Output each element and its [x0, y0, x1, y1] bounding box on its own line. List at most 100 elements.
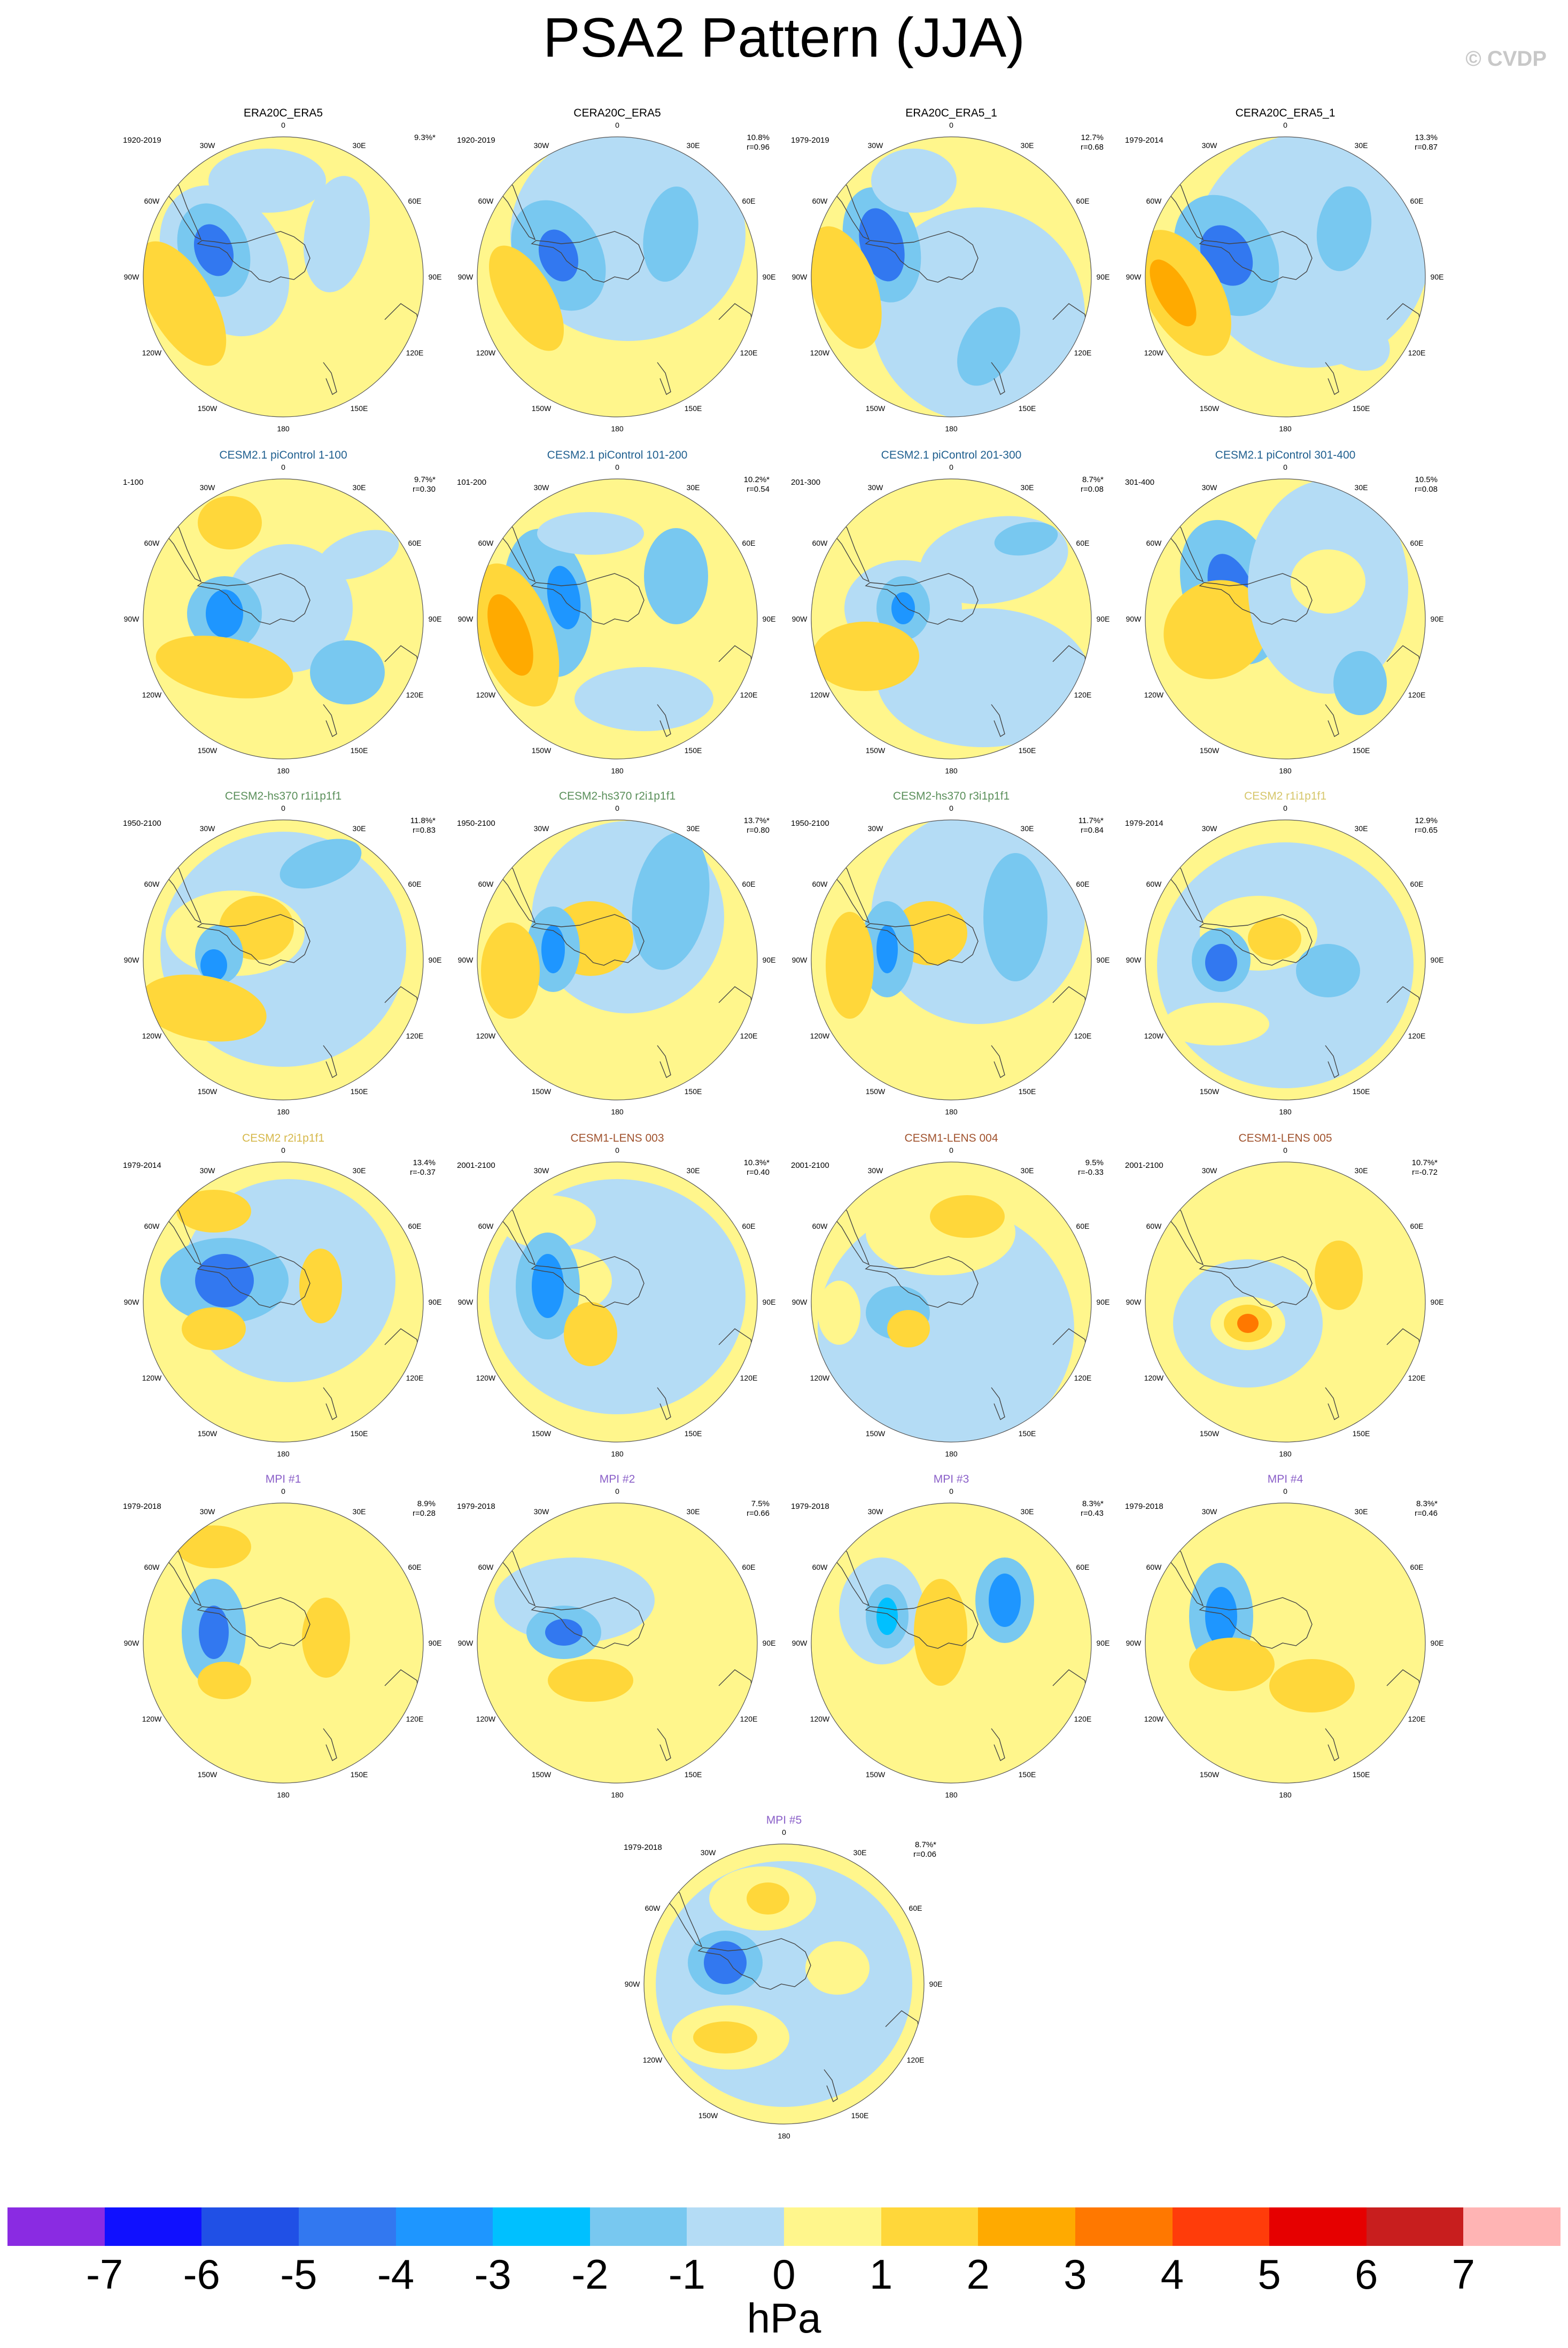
- longitude-label: 30W: [868, 483, 884, 492]
- panel-variance: 10.3%*: [743, 1158, 770, 1167]
- new-zealand-coastline: [991, 1045, 1005, 1079]
- map-boundary: [143, 1161, 424, 1443]
- anomaly-contour: [811, 226, 882, 349]
- colorbar-labels: -7 -6 -5 -4 -3 -2 -1 0 1 2 3 4 5 6 7: [0, 2250, 1568, 2304]
- longitude-label: 30E: [353, 483, 366, 492]
- longitude-label: 60E: [742, 880, 756, 888]
- map-boundary: [477, 819, 758, 1101]
- panel-title: CESM2.1 piControl 301-400: [1215, 449, 1356, 461]
- longitude-label: 60W: [1146, 1563, 1162, 1571]
- anomaly-contour: [489, 245, 564, 351]
- longitude-label: 30W: [534, 483, 550, 492]
- anomaly-contour: [983, 853, 1047, 981]
- longitude-label: 90W: [124, 1298, 140, 1306]
- anomaly-contour: [1316, 186, 1372, 272]
- south-america-coastline: [1162, 1195, 1204, 1266]
- map-panel: CESM2-hs370 r3i1p1f1 1950-2100 11.7%* r=0.8…: [791, 790, 1109, 1132]
- longitude-label: 120E: [740, 691, 758, 699]
- longitude-label: 90W: [458, 956, 474, 964]
- anomaly-contour: [871, 207, 1085, 417]
- longitude-label: 150E: [1353, 1429, 1370, 1438]
- panel-stats: 10.7%* r=-0.72: [1412, 1158, 1438, 1177]
- panel-stats: 12.9% r=0.65: [1415, 816, 1438, 835]
- anomaly-contour: [891, 592, 915, 624]
- longitude-label: 0: [949, 1146, 953, 1154]
- colorbar-tick-label: -2: [571, 2251, 609, 2298]
- longitude-label: 30W: [200, 1166, 216, 1175]
- longitude-label: 150W: [532, 1087, 552, 1096]
- longitude-label: 90E: [763, 956, 776, 964]
- longitude-label: 150E: [685, 404, 702, 413]
- longitude-label: 150E: [1019, 1770, 1036, 1779]
- panel-correlation: r=0.96: [747, 143, 770, 152]
- longitude-label: 60W: [144, 880, 160, 888]
- longitude-label: 0: [281, 1146, 285, 1154]
- panel-title: ERA20C_ERA5: [243, 107, 323, 119]
- longitude-label: 150W: [698, 2111, 718, 2120]
- anomaly-contour: [1315, 1241, 1363, 1310]
- map-boundary: [811, 1502, 1092, 1784]
- colorbar-tick-label: -5: [280, 2251, 317, 2298]
- panel-period: 1920-2019: [123, 136, 161, 145]
- panel-title: CESM2 r1i1p1f1: [1244, 790, 1327, 802]
- longitude-label: 150E: [851, 2111, 869, 2120]
- longitude-label: 120E: [740, 348, 758, 357]
- antarctica-coastline: [531, 231, 645, 283]
- map-panel: CERA20C_ERA5_1 1979-2014 13.3% r=0.87 0 30E 60…: [1125, 107, 1443, 449]
- south-america-coastline: [494, 512, 536, 583]
- longitude-label: 0: [615, 804, 619, 812]
- longitude-label: 60W: [812, 539, 828, 547]
- antarctica-coastline: [697, 1938, 811, 1990]
- panel-title: MPI #3: [933, 1473, 969, 1485]
- colorbar-swatch: [1075, 2207, 1173, 2246]
- panel-stats: 10.3%* r=0.40: [744, 1158, 770, 1177]
- map-panel: CESM2.1 piControl 1-100 1-100 9.7%* r=0.30 0…: [123, 449, 441, 791]
- antarctica-coastline: [531, 573, 645, 625]
- panel-period: 1979-2019: [791, 136, 829, 145]
- longitude-label: 90W: [124, 1639, 140, 1647]
- longitude-label: 150W: [866, 746, 886, 755]
- panel-correlation: r=0.87: [1415, 143, 1438, 152]
- anomaly-contour: [1291, 549, 1365, 614]
- longitude-label: 150E: [1019, 404, 1036, 413]
- panel-title: CESM2 r2i1p1f1: [242, 1132, 325, 1144]
- panel-period: 1979-2014: [1125, 136, 1163, 145]
- longitude-label: 60W: [812, 1222, 828, 1230]
- anomaly-contour: [704, 1941, 747, 1984]
- longitude-label: 30E: [353, 1507, 366, 1516]
- anomaly-contour: [545, 1619, 583, 1646]
- longitude-label: 150E: [1019, 1429, 1036, 1438]
- longitude-label: 180: [1279, 424, 1292, 433]
- longitude-label: 30E: [1021, 483, 1034, 492]
- panel-stats: 13.3% r=0.87: [1415, 133, 1438, 152]
- longitude-label: 30W: [1202, 1507, 1218, 1516]
- panel-stats: 9.7%* r=0.30: [413, 475, 436, 494]
- longitude-label: 30E: [1355, 824, 1368, 833]
- panel-stats: 10.8% r=0.96: [747, 133, 770, 152]
- longitude-label: 150E: [685, 1429, 702, 1438]
- longitude-label: 90E: [429, 1298, 442, 1306]
- longitude-label: 30E: [353, 1166, 366, 1175]
- colorbar-swatch: [589, 2207, 687, 2246]
- longitude-label: 120W: [810, 1374, 830, 1382]
- longitude-label: 90W: [792, 273, 808, 281]
- panel-period: 1979-2018: [123, 1502, 161, 1511]
- anomaly-contour: [199, 1606, 229, 1659]
- panel-stats: 8.3%* r=0.46: [1415, 1499, 1438, 1518]
- panel-variance: 8.9%: [417, 1499, 436, 1508]
- longitude-label: 120E: [1408, 691, 1426, 699]
- longitude-label: 60E: [1076, 197, 1090, 205]
- polar-map: 0 30E 60E 90E 120E 150E 180 150W 120W 90W 60W 30W: [792, 463, 1110, 775]
- longitude-label: 90W: [458, 615, 474, 623]
- longitude-label: 60W: [144, 1222, 160, 1230]
- panel-period: 1950-2100: [457, 819, 495, 828]
- longitude-label: 120E: [406, 691, 424, 699]
- panel-correlation: r=0.83: [413, 826, 436, 835]
- south-america-coastline: [828, 169, 870, 241]
- anomaly-contour: [930, 1195, 1005, 1238]
- longitude-label: 90E: [763, 615, 776, 623]
- new-zealand-coastline: [323, 1045, 337, 1079]
- panel-period: 2001-2100: [1125, 1161, 1163, 1170]
- colorbar-swatch: [1172, 2207, 1270, 2246]
- panel-correlation: r=0.08: [1081, 485, 1104, 494]
